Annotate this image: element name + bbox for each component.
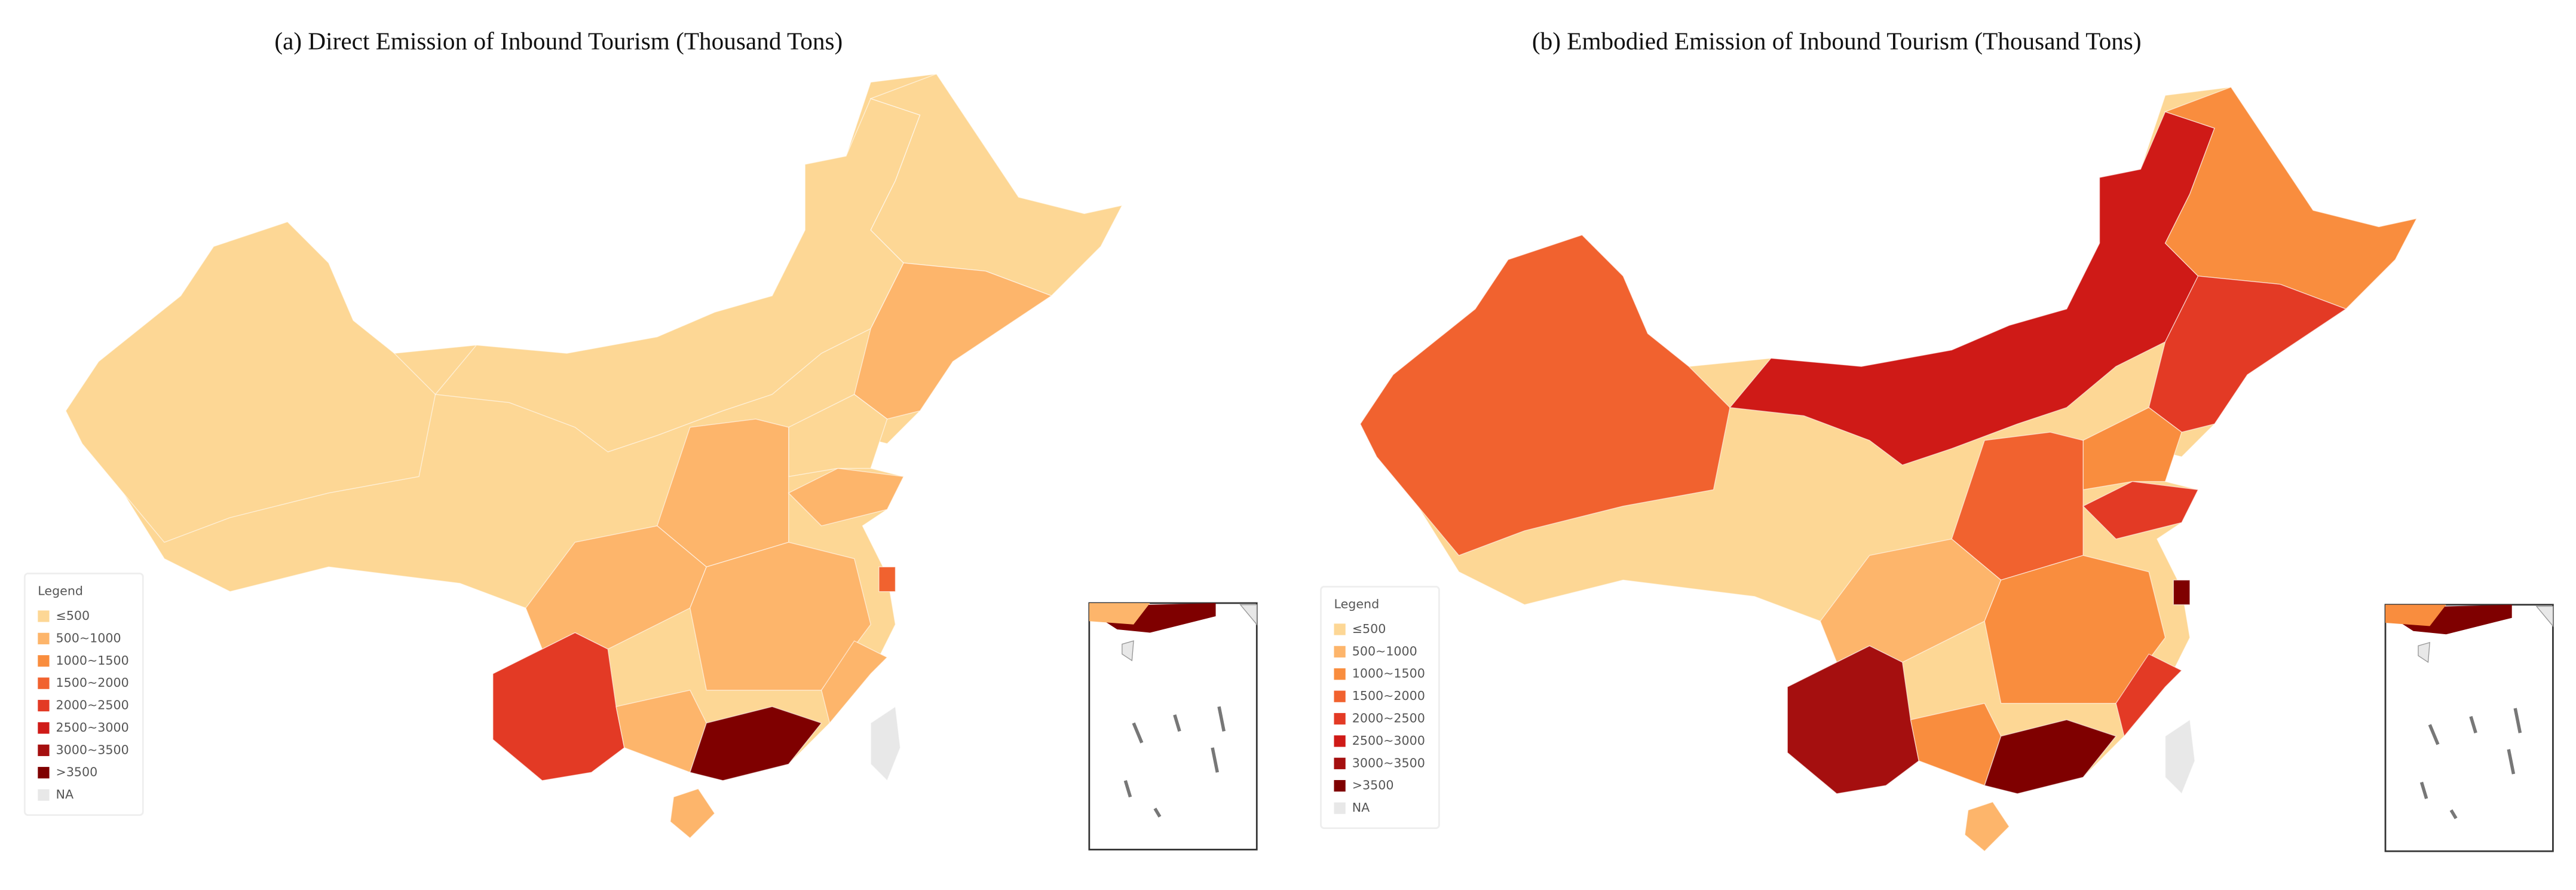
province [2148, 276, 2347, 433]
province [2164, 718, 2195, 795]
legend-swatch [1334, 757, 1346, 769]
province [1964, 801, 2010, 852]
legend-label: NA [56, 787, 74, 802]
legend-label: 1500~2000 [56, 675, 129, 690]
province [690, 542, 871, 691]
legend-swatch [38, 789, 50, 801]
province [2082, 481, 2199, 540]
legend-swatch [1334, 712, 1346, 725]
legend-swatch [38, 677, 50, 689]
legend-label: 3000~3500 [56, 742, 129, 757]
province [853, 262, 1053, 420]
legend-swatch [38, 767, 50, 779]
province [1984, 719, 2117, 794]
legend-label: 2000~2500 [1352, 711, 1425, 726]
province [1787, 645, 1919, 794]
province [2164, 86, 2418, 310]
legend-title: Legend [38, 584, 83, 598]
legend-swatch [38, 699, 50, 712]
legend-label: 3000~3500 [1352, 756, 1425, 770]
legend-label: ≤500 [56, 608, 90, 623]
legend-swatch [38, 744, 50, 756]
province [2115, 653, 2183, 738]
legend-label: >3500 [56, 765, 98, 779]
map [1359, 86, 2418, 852]
legend-label: 2000~2500 [56, 698, 129, 712]
legend-label: 1000~1500 [56, 653, 129, 668]
legend-title: Legend [1334, 597, 1379, 611]
province [788, 467, 905, 527]
legend-label: 1500~2000 [1352, 689, 1425, 703]
province [670, 788, 715, 839]
legend-label: 2500~3000 [56, 720, 129, 735]
legend-swatch [38, 722, 50, 734]
legend-swatch [38, 610, 50, 622]
province [820, 640, 888, 724]
legend-box [1320, 586, 1440, 830]
panel-title: (a) Direct Emission of Inbound Tourism (… [274, 27, 843, 55]
province [1984, 555, 2166, 704]
province [1359, 234, 1730, 556]
legend-label: NA [1352, 800, 1370, 815]
map [65, 73, 1123, 839]
province [870, 705, 901, 782]
legend-swatch [38, 655, 50, 667]
panel-title: (b) Embodied Emission of Inbound Tourism… [1532, 27, 2142, 55]
legend-swatch [1334, 780, 1346, 792]
legend-swatch [1334, 802, 1346, 814]
legends: Legend ≤500 500~1000 1000~1500 1500~2000 2000… [23, 573, 1440, 830]
legend-swatch [1334, 623, 1346, 635]
province [2173, 579, 2191, 605]
legend-label: >3500 [1352, 778, 1394, 793]
legend-swatch [1334, 690, 1346, 702]
legend-swatch [1334, 735, 1346, 747]
legend-label: 1000~1500 [1352, 666, 1425, 681]
province [878, 566, 896, 592]
province [689, 706, 822, 781]
legend-label: 2500~3000 [1352, 733, 1425, 748]
inset [1088, 602, 2554, 852]
legend-label: 500~1000 [56, 631, 121, 645]
legend-swatch [38, 632, 50, 644]
province [492, 632, 625, 781]
legend-swatch [1334, 668, 1346, 680]
legend-label: ≤500 [1352, 622, 1386, 636]
province [65, 221, 436, 543]
legend-label: 500~1000 [1352, 644, 1417, 658]
legend-box [23, 573, 144, 816]
legend-swatch [1334, 646, 1346, 657]
province [869, 73, 1123, 296]
